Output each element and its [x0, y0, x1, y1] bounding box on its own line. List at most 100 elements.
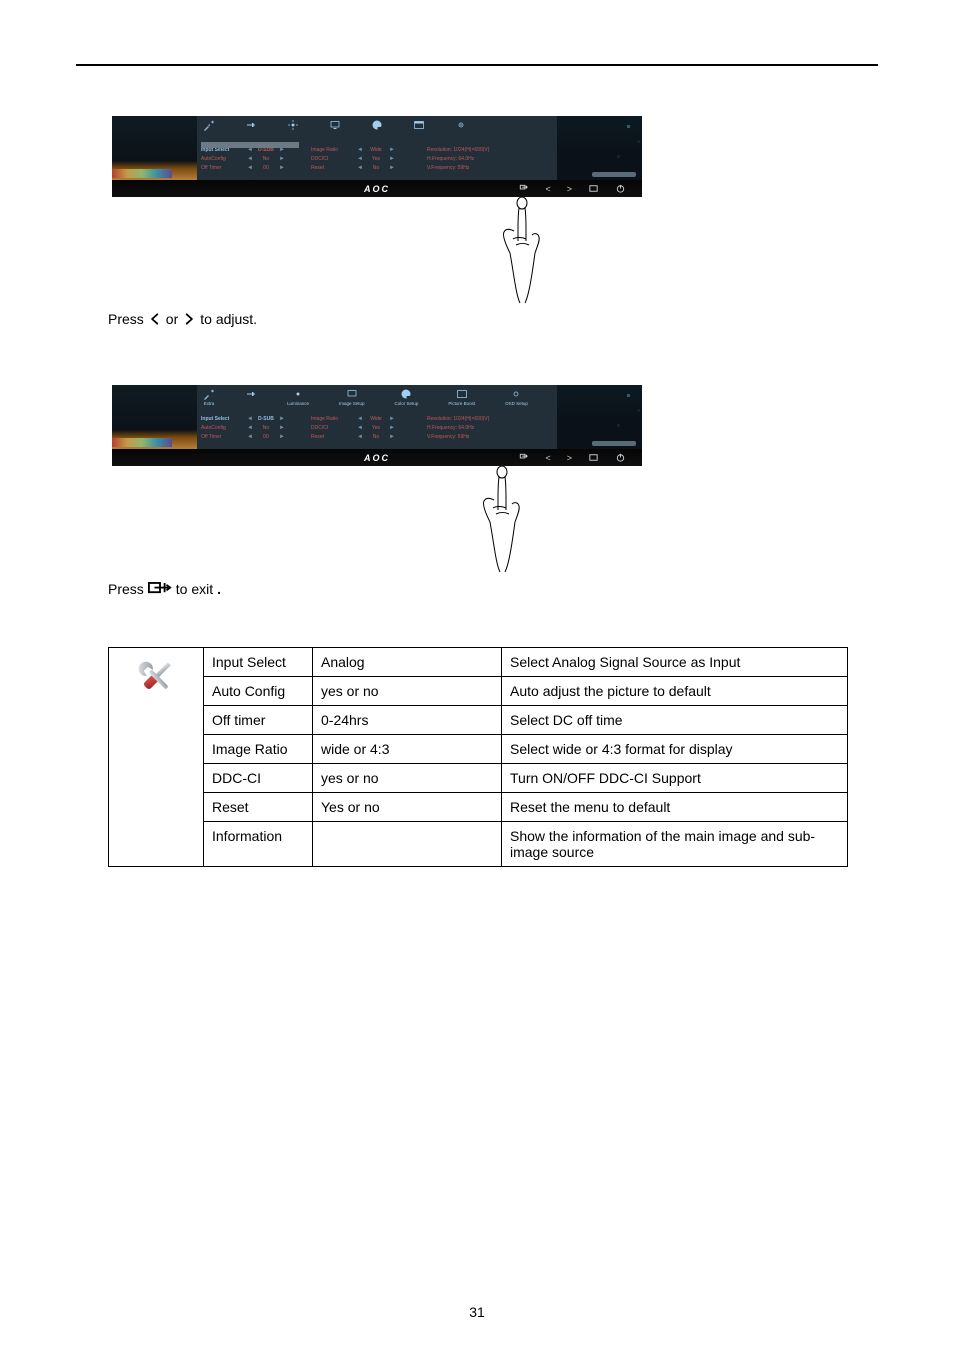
setting-value: No	[257, 156, 275, 162]
hand-pointer	[112, 464, 642, 574]
setting-description: Select DC off time	[502, 706, 848, 735]
right-arrow-icon: ►	[389, 165, 395, 171]
osd-setting-row: DDC/CI ◄ Yes ►	[311, 425, 419, 431]
left-button[interactable]: <	[545, 453, 550, 463]
setting-options: Yes or no	[313, 793, 502, 822]
left-arrow-icon: ◄	[247, 165, 253, 171]
window-icon	[413, 119, 425, 131]
osd-menu: Input Select ◄ D-SUB ► AutoConfig ◄ No ►	[197, 116, 557, 180]
left-button[interactable]: <	[545, 184, 550, 194]
right-arrow-icon: ►	[279, 156, 285, 162]
left-arrow-icon: ◄	[357, 165, 363, 171]
setting-value: Yes	[367, 156, 385, 162]
setting-description: Auto adjust the picture to default	[502, 677, 848, 706]
right-arrow-icon: ►	[389, 416, 395, 422]
setting-value: 00	[257, 165, 275, 171]
left-arrow-icon: ◄	[357, 156, 363, 162]
setting-name: Auto Config	[204, 677, 313, 706]
tab-label: Extra	[204, 401, 215, 406]
right-arrow-icon: ►	[279, 434, 285, 440]
setting-name: Information	[204, 822, 313, 867]
caption-period: .	[217, 581, 221, 597]
right-button[interactable]: >	[567, 184, 572, 194]
caption-text: to exit	[176, 581, 213, 597]
info-line: V.Frequency: 59Hz	[427, 434, 553, 440]
monitor-icon	[346, 388, 358, 400]
monitor-icon	[329, 119, 341, 131]
table-row: DDC-CI yes or no Turn ON/OFF DDC-CI Supp…	[109, 764, 848, 793]
osd-tab-pictureboost: Picture Boost	[448, 388, 475, 414]
setting-value: Yes	[367, 425, 385, 431]
setting-label: Image Ratio	[311, 147, 353, 153]
monitor-bezel: AOC < >	[112, 180, 642, 197]
left-arrow-icon: ◄	[357, 416, 363, 422]
osd-tabs	[197, 116, 557, 145]
setting-label: Off Timer	[201, 434, 243, 440]
auto-button-icon[interactable]	[588, 452, 599, 463]
setting-label: Input Select	[201, 416, 243, 422]
setting-options: yes or no	[313, 764, 502, 793]
setting-value: Wide	[367, 416, 385, 422]
table-row: Input Select Analog Select Analog Signal…	[109, 648, 848, 677]
setting-description: Show the information of the main image a…	[502, 822, 848, 867]
setting-value: No	[257, 425, 275, 431]
left-arrow-icon: ◄	[247, 434, 253, 440]
table-icon-cell	[109, 648, 204, 867]
auto-button-icon[interactable]	[588, 183, 599, 194]
setting-options: 0-24hrs	[313, 706, 502, 735]
monitor-bezel: AOC < >	[112, 449, 642, 466]
setting-label: DDC/CI	[311, 425, 353, 431]
info-line: Resolution: 1024(H)×600(V)	[427, 147, 553, 153]
caption-text: Press	[108, 581, 144, 597]
bezel-controls: < >	[518, 452, 626, 463]
right-arrow-icon: ►	[279, 425, 285, 431]
osd-desktop-left	[112, 116, 197, 180]
menu-exit-icon	[148, 580, 172, 597]
setting-label: AutoConfig	[201, 156, 243, 162]
osd-tab	[245, 388, 257, 414]
right-arrow-icon: ►	[389, 434, 395, 440]
right-arrow-icon: ►	[389, 147, 395, 153]
wrench-icon	[203, 119, 215, 131]
osd-panel-info: Resolution: 1024(H)×600(V) H.Frequency: …	[423, 145, 557, 180]
osd-setting-row: Input Select ◄ D-SUB ►	[201, 416, 303, 422]
left-arrow-icon: ◄	[357, 434, 363, 440]
table-row: Auto Config yes or no Auto adjust the pi…	[109, 677, 848, 706]
setting-value: No	[367, 434, 385, 440]
setting-name: Input Select	[204, 648, 313, 677]
setting-name: Image Ratio	[204, 735, 313, 764]
osd-tab-luminance: Luminance	[287, 388, 309, 414]
right-button[interactable]: >	[567, 453, 572, 463]
setting-value: Wide	[367, 147, 385, 153]
osd-tab-osdsetup	[413, 119, 425, 145]
power-button-icon[interactable]	[615, 183, 626, 194]
osd-setting-row: AutoConfig ◄ No ►	[201, 425, 303, 431]
window-icon	[456, 388, 468, 400]
tab-label: OSD Setup	[505, 401, 528, 406]
setting-options: Analog	[313, 648, 502, 677]
caption-text: Press	[108, 311, 144, 327]
osd-menu: Extra Luminance	[197, 385, 557, 449]
osd-desktop-right	[557, 116, 642, 180]
menu-exit-icon[interactable]	[518, 452, 529, 463]
menu-exit-icon[interactable]	[518, 183, 529, 194]
osd-panel-settings: Input Select ◄ D-SUB ► AutoConfig ◄ No ►	[197, 414, 307, 449]
info-line: H.Frequency: 64.0Hz	[427, 156, 553, 162]
osd-tab-pictureboost	[371, 119, 383, 145]
osd-figure-1: Input Select ◄ D-SUB ► AutoConfig ◄ No ►	[112, 116, 642, 305]
setting-options	[313, 822, 502, 867]
right-arrow-icon: ►	[279, 416, 285, 422]
monitor-logo: AOC	[364, 184, 390, 194]
osd-panel-info: Resolution: 1024(H)×600(V) H.Frequency: …	[423, 414, 557, 449]
table-row: Reset Yes or no Reset the menu to defaul…	[109, 793, 848, 822]
hand-pointer	[112, 195, 642, 305]
power-button-icon[interactable]	[615, 452, 626, 463]
monitor-logo: AOC	[364, 453, 390, 463]
hand-icon	[472, 464, 532, 574]
page-number: 31	[0, 1304, 954, 1320]
setting-description: Select Analog Signal Source as Input	[502, 648, 848, 677]
gear-icon	[455, 119, 467, 131]
setting-label: Reset	[311, 165, 353, 171]
hand-icon	[492, 195, 552, 305]
tab-label: Luminance	[287, 401, 309, 406]
